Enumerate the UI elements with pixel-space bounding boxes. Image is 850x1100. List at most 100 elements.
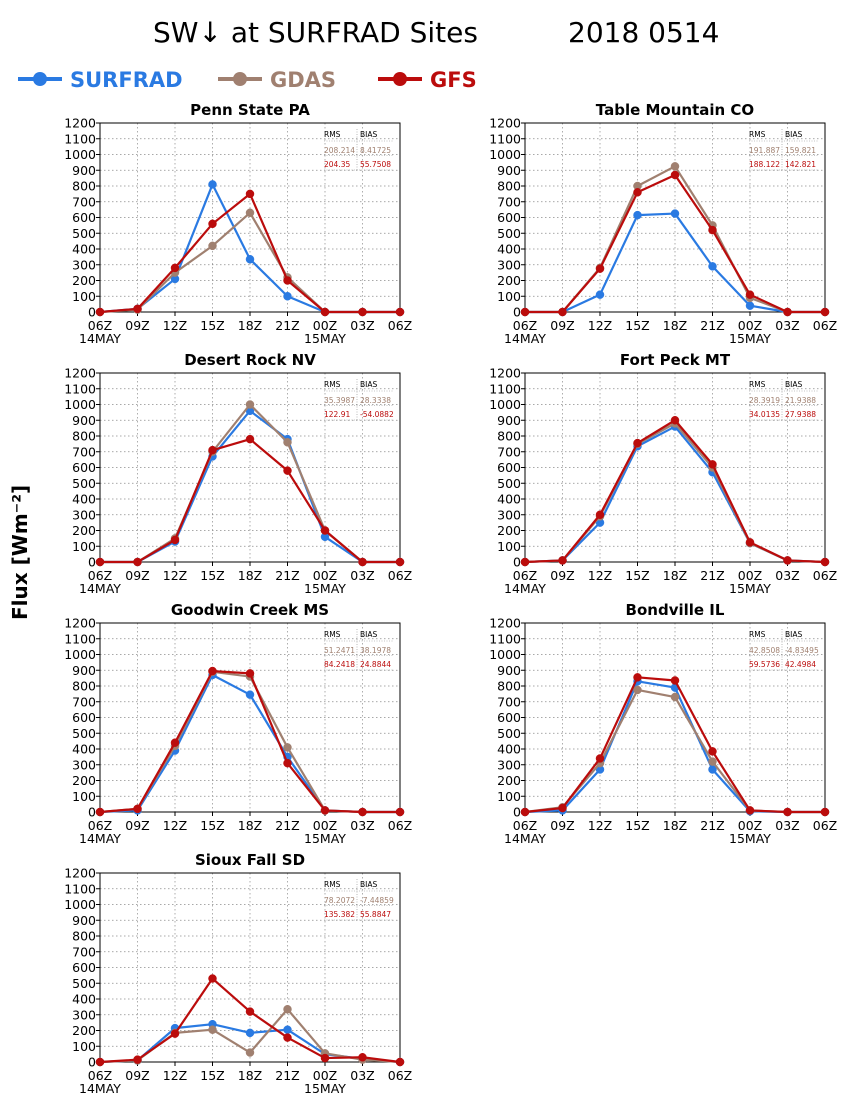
stats-gfs-bias: -54.0882 <box>360 410 394 419</box>
x-tick-label: 06Z <box>513 818 537 833</box>
x-tick-label: 06Z <box>813 318 837 333</box>
data-point-gfs <box>245 189 255 199</box>
data-point-gfs <box>783 556 792 565</box>
stats-header-rms: RMS <box>749 630 766 639</box>
data-point-gdas <box>245 1048 255 1057</box>
y-tick-label: 300 <box>497 257 521 272</box>
y-tick-label: 100 <box>72 789 96 804</box>
stats-header-bias: BIAS <box>360 630 377 639</box>
data-point-gdas <box>208 241 217 251</box>
y-tick-label: 500 <box>497 726 521 741</box>
panel-title: Bondville IL <box>626 601 725 619</box>
y-tick-label: 1000 <box>64 897 96 912</box>
x-tick-label: 09Z <box>125 318 149 333</box>
y-tick-label: 1100 <box>489 381 521 396</box>
y-tick-label: 100 <box>497 789 521 804</box>
y-tick-label: 1200 <box>64 116 96 131</box>
stats-gdas-bias: 28.3338 <box>360 396 391 405</box>
data-point-gfs <box>170 738 180 747</box>
data-point-gfs <box>170 535 180 545</box>
x-tick-label: 03Z <box>775 318 799 333</box>
data-point-gfs <box>358 807 367 817</box>
x-tick-label: 15Z <box>625 318 649 333</box>
stats-header-rms: RMS <box>324 630 341 639</box>
y-tick-label: 900 <box>497 163 521 178</box>
x-date-label: 14MAY <box>79 1081 121 1096</box>
data-point-surfrad <box>745 301 755 310</box>
stats-gfs-rms: 59.5736 <box>749 660 780 669</box>
panel-desert-rock-nv: Desert Rock NV 01002003004005006007008009… <box>64 351 412 596</box>
y-tick-label: 700 <box>72 444 96 459</box>
data-point-surfrad <box>245 254 255 264</box>
x-tick-label: 15Z <box>200 568 224 583</box>
y-tick-label: 500 <box>497 226 521 241</box>
data-point-gdas <box>670 692 680 702</box>
y-tick-label: 1100 <box>489 131 521 146</box>
data-point-gfs <box>520 557 530 567</box>
data-point-gfs <box>320 806 330 815</box>
x-date-label: 15MAY <box>304 331 346 346</box>
data-point-gfs <box>558 307 567 317</box>
data-point-gfs <box>595 754 605 763</box>
x-tick-label: 12Z <box>588 818 612 833</box>
data-point-gfs <box>133 304 142 314</box>
y-tick-label: 300 <box>72 757 96 772</box>
stats-gfs-bias: 42.4984 <box>785 660 816 669</box>
stats-gfs-rms: 204.35 <box>324 160 350 169</box>
data-point-gfs <box>633 438 642 448</box>
y-tick-label: 1000 <box>64 647 96 662</box>
x-tick-label: 03Z <box>775 818 799 833</box>
x-date-label: 14MAY <box>504 581 546 596</box>
x-tick-label: 00Z <box>313 318 337 333</box>
data-point-gfs <box>283 276 292 285</box>
y-axis-label-text: Flux [Wm⁻²] <box>8 485 32 620</box>
y-tick-label: 1100 <box>64 381 96 396</box>
data-point-gdas <box>283 1004 292 1014</box>
data-point-surfrad <box>670 209 680 218</box>
y-tick-label: 800 <box>497 429 521 444</box>
y-tick-label: 300 <box>497 757 521 772</box>
data-point-surfrad <box>595 290 605 299</box>
x-date-label: 15MAY <box>304 1081 346 1096</box>
x-tick-label: 00Z <box>313 1068 337 1083</box>
data-point-gfs <box>595 264 605 273</box>
panel-fort-peck-mt: Fort Peck MT 0100200300400500600700800900… <box>489 351 837 596</box>
y-tick-label: 200 <box>72 273 96 288</box>
x-tick-label: 03Z <box>350 1068 374 1083</box>
x-tick-label: 18Z <box>238 1068 262 1083</box>
x-date-label: 14MAY <box>504 831 546 846</box>
stats-gdas-rms: 208.214 <box>324 146 355 155</box>
y-tick-label: 1200 <box>64 366 96 381</box>
stats-gfs-bias: 55.8847 <box>360 910 391 919</box>
x-date-label: 15MAY <box>729 331 771 346</box>
stats-gfs-rms: 188.122 <box>749 160 780 169</box>
y-tick-label: 700 <box>72 694 96 709</box>
data-point-gdas <box>208 1025 217 1034</box>
data-point-gfs <box>133 1055 142 1064</box>
data-point-gfs <box>633 673 642 682</box>
stats-gfs-bias: 27.9388 <box>785 410 816 419</box>
x-date-label: 15MAY <box>304 831 346 846</box>
x-tick-label: 21Z <box>700 568 724 583</box>
y-tick-label: 400 <box>497 492 521 507</box>
stats-gdas-bias: -7.44859 <box>360 896 394 905</box>
y-tick-label: 600 <box>72 210 96 225</box>
x-tick-label: 06Z <box>388 818 412 833</box>
data-point-gfs <box>95 1057 105 1067</box>
y-tick-label: 100 <box>497 539 521 554</box>
panel-table-mountain-co: Table Mountain CO 01002003004005006007008… <box>489 101 837 346</box>
data-point-gfs <box>745 538 755 547</box>
x-tick-label: 00Z <box>738 568 762 583</box>
data-point-gdas <box>708 757 717 766</box>
data-point-gdas <box>245 400 255 409</box>
data-point-gfs <box>558 803 567 813</box>
panel-title: Sioux Fall SD <box>195 851 305 869</box>
y-tick-label: 0 <box>88 305 96 320</box>
stats-gdas-rms: 191.887 <box>749 146 780 155</box>
data-point-gfs <box>95 307 105 317</box>
x-tick-label: 06Z <box>88 818 112 833</box>
stats-gdas-rms: 42.8508 <box>749 646 780 655</box>
y-tick-label: 100 <box>72 1039 96 1054</box>
stats-header-bias: BIAS <box>360 380 377 389</box>
